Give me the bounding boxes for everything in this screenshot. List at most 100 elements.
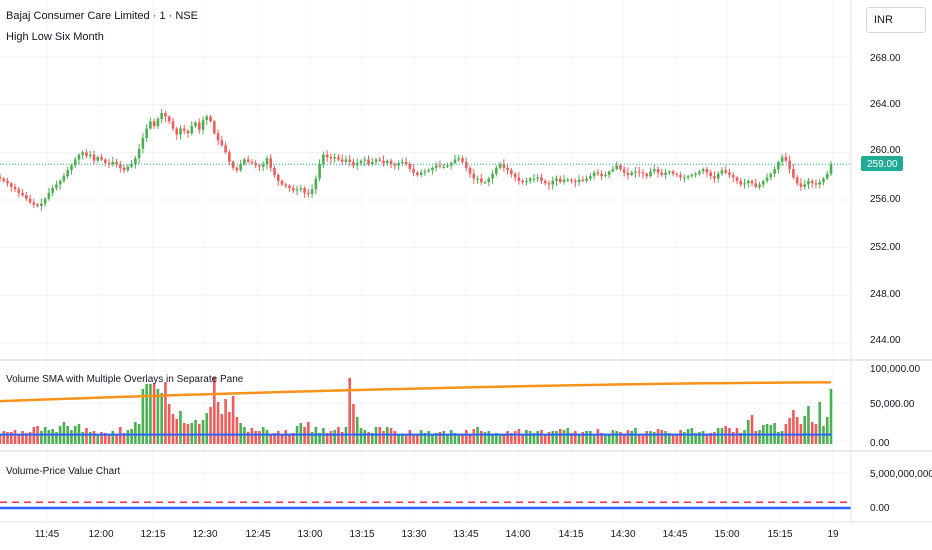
volume-bar: [265, 430, 269, 444]
time-tick-label: 14:45: [662, 529, 687, 540]
volume-bar: [194, 420, 197, 444]
candle-body: [543, 180, 547, 184]
volume-bar: [310, 432, 314, 444]
candle-body: [431, 167, 434, 171]
candle-body: [389, 160, 393, 165]
volume-bar: [754, 431, 758, 444]
volume-bar: [468, 434, 472, 444]
volume-axis[interactable]: 100,000.00 50,000.00 0.00: [870, 364, 920, 449]
candle-body: [100, 157, 103, 160]
volume-bar: [604, 434, 607, 444]
volume-bar: [825, 417, 829, 444]
time-tick-label: 13:00: [297, 529, 322, 540]
volume-bar: [401, 435, 404, 444]
volume-bar: [130, 429, 133, 444]
volume-bar: [592, 434, 596, 444]
candle-body: [17, 189, 21, 193]
volume-bar: [577, 435, 581, 444]
volume-bar: [329, 431, 333, 444]
volume-bar: [25, 433, 28, 444]
last-price-badge-bg: [861, 156, 903, 171]
time-tick-label: 13:15: [349, 529, 374, 540]
candle-body: [88, 154, 92, 156]
volume-bar: [355, 417, 359, 444]
volume-bar: [502, 435, 506, 444]
candle-body: [528, 178, 532, 181]
candle-body: [446, 165, 449, 167]
volume-bar: [528, 431, 532, 444]
volume-bar: [671, 434, 675, 444]
candle-body: [325, 154, 329, 158]
candle-body: [480, 178, 483, 183]
volume-bar: [634, 428, 637, 444]
volume-bar: [100, 432, 103, 444]
volume-bar: [698, 432, 701, 444]
volume-bar: [149, 384, 152, 444]
candle-body: [224, 145, 227, 153]
volume-bar: [743, 430, 746, 444]
volume-bar: [164, 382, 167, 444]
candle-body: [679, 174, 682, 178]
candle-body: [216, 133, 220, 141]
candle-body: [288, 185, 291, 189]
volume-bar: [495, 433, 498, 444]
vpv-tick-label: 0.00: [870, 503, 890, 514]
candle-body: [310, 189, 314, 195]
volume-bar: [570, 433, 573, 444]
volume-bar: [675, 435, 679, 444]
volume-bar: [85, 428, 88, 444]
candle-body: [126, 166, 130, 171]
candle-body: [96, 157, 100, 161]
volume-bar: [622, 434, 626, 444]
candle-body: [803, 184, 806, 187]
candle-body: [160, 113, 163, 119]
candle-body: [630, 172, 634, 175]
candle-body: [743, 183, 746, 185]
volume-bar: [540, 430, 543, 444]
candle-body: [750, 180, 754, 184]
time-tick-label: 15:00: [714, 529, 739, 540]
candle-body: [735, 177, 739, 181]
volume-bar: [228, 412, 231, 444]
volume-bar: [416, 434, 419, 444]
candle-body: [716, 173, 720, 179]
candle-body: [626, 172, 630, 175]
candle-body: [295, 189, 299, 191]
volume-bar: [254, 431, 257, 444]
time-axis[interactable]: 11:45 12:00 12:15 12:30 12:45 13:00 13:1…: [35, 529, 839, 540]
symbol-title[interactable]: Bajaj Consumer Care Limited · 1 · NSE: [6, 10, 198, 22]
volume-bar: [322, 428, 325, 444]
candle-body: [502, 164, 506, 168]
volume-bar: [370, 433, 374, 444]
currency-selector[interactable]: INR: [866, 7, 926, 33]
candle-body: [348, 159, 351, 162]
volume-bar: [276, 431, 280, 444]
indicator-title[interactable]: High Low Six Month: [6, 31, 104, 43]
volume-bar: [107, 434, 111, 444]
volume-bar: [807, 406, 810, 444]
volume-bar: [2, 431, 6, 444]
candle-body: [540, 177, 543, 181]
candle-body: [333, 157, 336, 159]
volume-bar: [532, 433, 536, 444]
candle-body: [720, 170, 724, 174]
candle-body: [213, 121, 216, 134]
candle-body: [32, 202, 36, 205]
volume-bar: [457, 434, 461, 444]
volume-bar: [167, 404, 171, 444]
volume-bar: [829, 389, 833, 444]
volume-pane-title[interactable]: Volume SMA with Multiple Overlays in Sep…: [6, 374, 244, 385]
volume-bar: [547, 432, 551, 444]
candle-body: [265, 158, 269, 165]
volume-bar: [291, 433, 295, 444]
candle-body: [36, 204, 39, 206]
volume-bar: [777, 432, 780, 444]
volume-bar: [558, 429, 562, 444]
vpv-axis[interactable]: 5,000,000,000.00 0.00: [870, 469, 932, 514]
candle-body: [701, 169, 705, 172]
candle-body: [58, 180, 62, 185]
vpv-pane-title[interactable]: Volume-Price Value Chart: [6, 466, 121, 477]
price-axis[interactable]: 268.00 264.00 260.00 256.00 252.00 248.0…: [870, 53, 901, 346]
volume-bar: [325, 433, 329, 444]
